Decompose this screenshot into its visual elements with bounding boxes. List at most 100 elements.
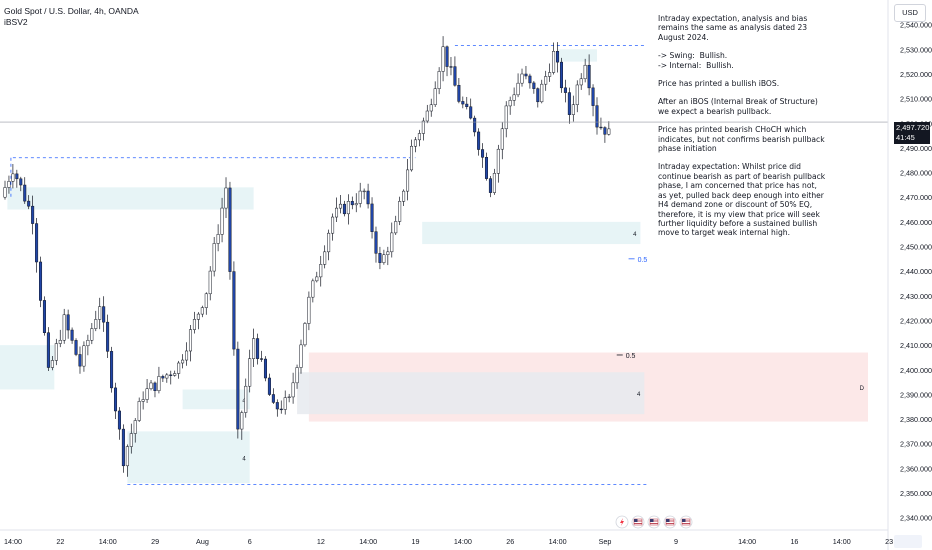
candle-body xyxy=(157,376,161,391)
candle-body xyxy=(311,280,315,298)
candle-body xyxy=(260,358,264,360)
candle-body xyxy=(591,87,595,106)
candle-body xyxy=(556,51,560,63)
candle-body xyxy=(587,64,591,89)
candle-body xyxy=(331,216,335,234)
candle-body xyxy=(173,373,177,376)
annotation-line: Intraday expectation, analysis and bias … xyxy=(658,14,810,42)
candle-body xyxy=(575,84,579,105)
candle-body xyxy=(35,223,39,263)
candle-body xyxy=(398,201,402,222)
candle-body xyxy=(291,382,295,398)
candle-body xyxy=(386,251,390,255)
candle-body xyxy=(232,271,236,350)
candle-body xyxy=(599,126,603,129)
candle-body xyxy=(169,374,173,376)
candle-body xyxy=(275,402,279,410)
price-tick-label: 2,420.000 xyxy=(900,316,932,325)
price-tick-label: 2,480.000 xyxy=(900,169,932,178)
price-tick-label: 2,390.000 xyxy=(900,390,932,399)
candle-body xyxy=(571,104,575,115)
price-tick-label: 2,510.000 xyxy=(900,95,932,104)
candle-body xyxy=(15,173,19,180)
candle-body xyxy=(323,251,327,265)
candle-body xyxy=(524,73,528,77)
symbol-title[interactable]: Gold Spot / U.S. Dollar, 4h, OANDA xyxy=(4,6,139,16)
candle-body xyxy=(406,169,410,192)
candle-body xyxy=(307,296,311,324)
candle-body xyxy=(82,345,86,367)
axis-settings-icon[interactable] xyxy=(894,535,922,548)
candle-body xyxy=(350,201,354,206)
candle-body xyxy=(161,376,165,379)
price-tick-label: 2,340.000 xyxy=(900,514,932,523)
zone-label: D xyxy=(860,386,865,392)
candle-body xyxy=(212,243,216,272)
time-tick-label: 14:00 xyxy=(359,537,377,546)
price-tick-label: 2,410.000 xyxy=(900,341,932,350)
candle-body xyxy=(374,231,378,254)
candle-body xyxy=(196,313,200,320)
candle-body xyxy=(461,101,465,105)
candle-body xyxy=(473,117,477,133)
candle-body xyxy=(469,106,473,119)
candle-body xyxy=(121,428,125,467)
time-tick-label: 14:00 xyxy=(99,537,117,546)
candle-body xyxy=(338,203,342,209)
time-tick-label: 6 xyxy=(248,537,252,546)
candle-body xyxy=(90,328,94,341)
zone-box xyxy=(7,187,254,210)
candle-body xyxy=(74,340,78,355)
candle-body xyxy=(540,83,544,103)
candle-body xyxy=(125,446,129,467)
candle-body xyxy=(378,253,382,263)
annotation-line: -> Internal: Bullish. xyxy=(658,60,734,70)
zone-box xyxy=(127,431,250,484)
candle-body xyxy=(319,264,323,278)
bar-countdown: 41:45 xyxy=(896,132,915,142)
candle-body xyxy=(370,203,374,232)
candle-body xyxy=(271,394,275,403)
candle-body xyxy=(133,420,137,434)
price-tick-label: 2,520.000 xyxy=(900,70,932,79)
candle-body xyxy=(484,157,489,179)
candle-body xyxy=(267,377,271,395)
zone-label: 4 xyxy=(242,456,246,462)
candle-body xyxy=(113,387,118,412)
candle-body xyxy=(394,221,398,234)
indicator-name[interactable]: iBSV2 xyxy=(4,17,28,27)
candle-body xyxy=(449,66,453,68)
candle-body xyxy=(362,190,366,193)
time-tick-label: 19 xyxy=(412,537,420,546)
candle-body xyxy=(31,205,35,224)
candle-body xyxy=(315,276,319,282)
candle-body xyxy=(457,84,461,102)
candle-body xyxy=(98,306,102,320)
candle-body xyxy=(429,104,433,112)
candle-body xyxy=(433,88,437,106)
price-tick-label: 2,430.000 xyxy=(900,292,932,301)
candle-body xyxy=(181,359,185,364)
annotation-line xyxy=(658,42,826,51)
price-tick-label: 2,490.000 xyxy=(900,144,932,153)
currency-button[interactable]: USD xyxy=(894,4,926,22)
candle-body xyxy=(417,133,421,141)
candle-body xyxy=(481,149,485,158)
flag-canton xyxy=(634,519,638,522)
price-tick-label: 2,530.000 xyxy=(900,45,932,54)
candle-body xyxy=(287,396,291,398)
candle-body xyxy=(19,178,23,186)
candle-body xyxy=(23,184,27,202)
candle-body xyxy=(335,207,339,218)
candle-body xyxy=(149,382,153,390)
price-tick-label: 2,460.000 xyxy=(900,218,932,227)
candle-body xyxy=(7,181,11,188)
time-tick-label: 14:00 xyxy=(549,537,567,546)
time-tick-label: Sep xyxy=(599,537,612,546)
candle-body xyxy=(299,344,303,368)
candle-body xyxy=(390,232,394,253)
flag-canton xyxy=(650,519,654,522)
candle-body xyxy=(437,71,441,89)
